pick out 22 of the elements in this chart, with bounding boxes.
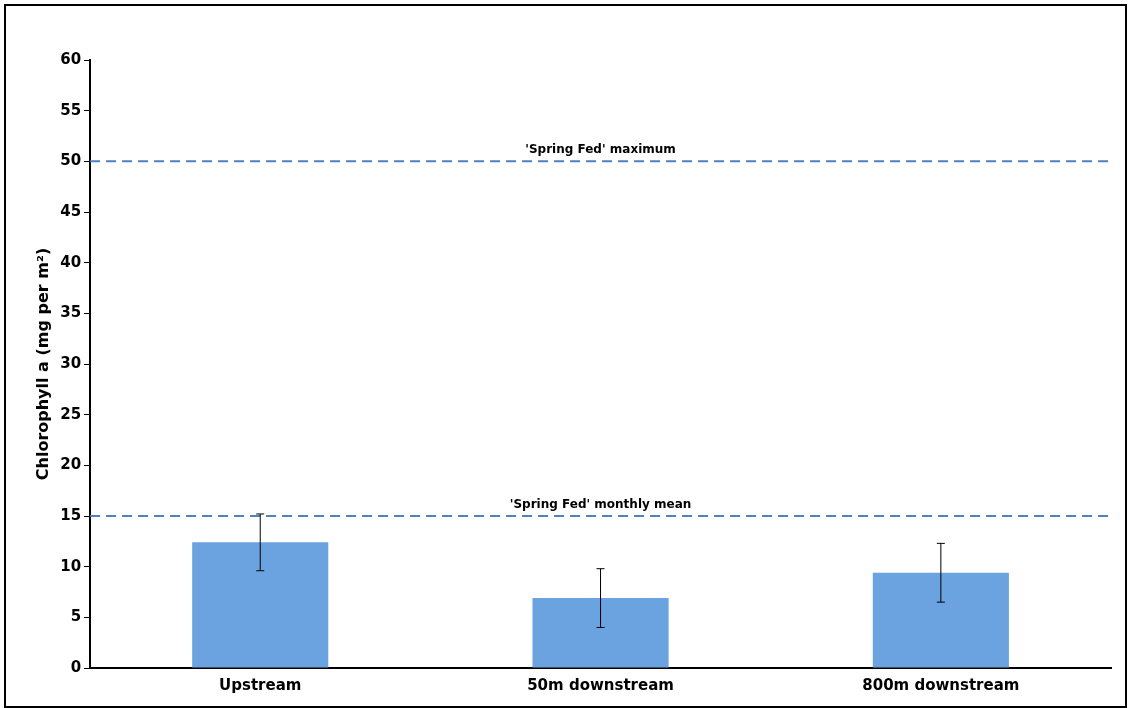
x-tick-label: 800m downstream (862, 675, 1020, 694)
y-tick-label: 30 (60, 353, 82, 372)
y-tick-label: 10 (60, 556, 82, 575)
y-tick-label: 35 (60, 303, 82, 322)
y-tick-label: 20 (60, 455, 82, 474)
y-tick-label: 55 (60, 100, 82, 119)
y-tick-label: 40 (60, 252, 82, 271)
bar (532, 598, 669, 668)
bar (872, 572, 1009, 668)
y-tick-label: 15 (60, 505, 82, 524)
y-tick-label: 5 (70, 607, 82, 626)
bar (192, 542, 329, 668)
ref-line-label: 'Spring Fed' monthly mean (509, 497, 692, 512)
x-tick-label: Upstream (219, 675, 302, 694)
ref-line-label: 'Spring Fed' maximum (525, 142, 676, 157)
y-tick-label: 50 (60, 151, 82, 170)
y-tick-label: 25 (60, 404, 82, 423)
y-axis-title: Chlorophyll a (mg per m²) (32, 247, 52, 481)
y-tick-label: 45 (60, 201, 82, 220)
x-tick-label: 50m downstream (527, 675, 674, 694)
y-tick-label: 60 (60, 49, 82, 68)
y-tick-label: 0 (70, 657, 82, 676)
